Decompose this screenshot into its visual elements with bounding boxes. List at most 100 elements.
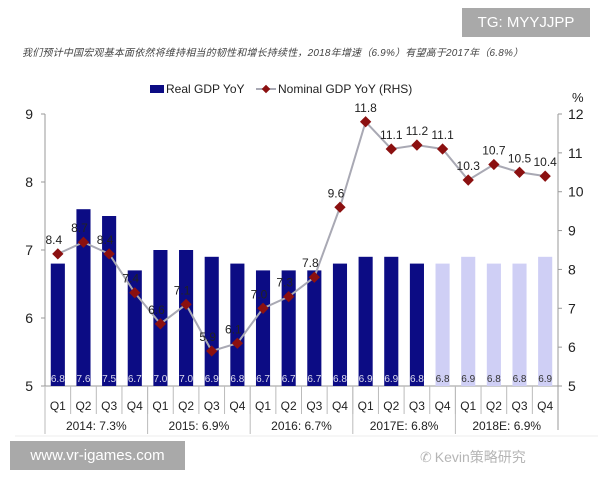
left-tick-label: 5 (25, 378, 33, 394)
bar-value-label: 7.6 (77, 374, 91, 385)
bar (435, 263, 450, 386)
bar-value-label: 6.8 (513, 374, 527, 385)
nominal-gdp-label: 7.3 (276, 276, 293, 290)
bar-value-label: 6.8 (51, 374, 65, 385)
quarter-label: Q2 (486, 399, 502, 413)
bar (307, 270, 322, 386)
bar (358, 256, 373, 386)
quarter-label: Q3 (204, 399, 220, 413)
legend-marker-swatch (261, 84, 271, 94)
nominal-gdp-label: 7.1 (174, 283, 191, 297)
year-group-label: 2014: 7.3% (66, 419, 127, 433)
left-tick-label: 8 (25, 174, 33, 190)
nominal-gdp-marker (334, 201, 346, 213)
bar-value-label: 6.8 (333, 374, 347, 385)
quarter-label: Q4 (332, 399, 348, 413)
quarter-label: Q1 (152, 399, 168, 413)
nominal-gdp-label: 11.1 (380, 128, 403, 142)
year-group-label: 2016: 6.7% (271, 419, 332, 433)
right-tick-label: 12 (568, 106, 584, 122)
left-tick-label: 9 (25, 106, 33, 122)
quarter-label: Q1 (358, 399, 374, 413)
bar-value-label: 6.8 (487, 374, 501, 385)
nominal-gdp-label: 6.6 (148, 303, 165, 317)
nominal-gdp-label: 11.8 (354, 101, 377, 115)
quarter-label: Q1 (50, 399, 66, 413)
right-tick-label: 5 (568, 378, 576, 394)
legend-real-gdp: Real GDP YoY (166, 82, 245, 96)
bar-value-label: 6.9 (538, 374, 552, 385)
quarter-label: Q4 (537, 399, 553, 413)
nominal-gdp-marker (206, 345, 218, 357)
bar (538, 256, 553, 386)
bar (153, 250, 168, 386)
right-tick-label: 11 (568, 145, 583, 161)
quarter-label: Q1 (255, 399, 271, 413)
bar-value-label: 6.9 (384, 374, 398, 385)
wechat-watermark-text: Kevin策略研究 (434, 449, 526, 465)
legend-nominal-gdp: Nominal GDP YoY (RHS) (278, 82, 412, 96)
right-axis-unit: % (572, 90, 584, 105)
nominal-gdp-label: 10.5 (508, 151, 532, 165)
nominal-gdp-marker (308, 271, 320, 283)
nominal-gdp-marker (513, 166, 526, 178)
nominal-gdp-label: 9.6 (328, 186, 345, 200)
bar (76, 209, 91, 386)
nominal-gdp-marker (52, 248, 64, 260)
nominal-gdp-label: 5.9 (199, 330, 216, 344)
quarter-label: Q2 (75, 399, 91, 413)
right-tick-label: 6 (568, 339, 576, 355)
nominal-gdp-label: 7.0 (251, 287, 268, 301)
nominal-gdp-label: 6.1 (225, 322, 242, 336)
bar (204, 256, 219, 386)
bar-value-label: 6.8 (410, 374, 424, 385)
gdp-chart: 5 6 7 8 9 5 6 7 8 9 10 11 12% 6.8 7.6 7.5 6.7 7.0 7.0 6.9 6.… (15, 82, 598, 437)
bar (486, 263, 501, 386)
nominal-gdp-label: 11.1 (431, 128, 454, 142)
bar (50, 263, 65, 386)
nominal-gdp-label: 8.7 (71, 221, 88, 235)
nominal-gdp-marker (539, 170, 551, 182)
wechat-icon: ✆ (420, 448, 432, 465)
bar (230, 263, 245, 386)
nominal-gdp-label: 11.2 (406, 124, 429, 138)
bar-value-label: 6.7 (128, 374, 142, 385)
right-tick-label: 7 (568, 300, 576, 316)
bar-value-label: 7.0 (179, 374, 193, 385)
nominal-gdp-marker (411, 139, 423, 151)
bar (384, 256, 399, 386)
quarter-label: Q2 (178, 399, 194, 413)
nominal-gdp-marker (488, 158, 500, 171)
nominal-gdp-marker (257, 302, 269, 314)
quarter-label: Q2 (383, 399, 399, 413)
nominal-gdp-label: 8.4 (45, 233, 62, 247)
year-group-label: 2017E: 6.8% (370, 419, 439, 433)
bar-value-label: 6.9 (205, 374, 219, 385)
bar-value-label: 6.7 (282, 374, 296, 385)
nominal-gdp-label: 7.4 (122, 272, 139, 286)
nominal-gdp-label: 7.8 (302, 256, 319, 270)
bar-value-label: 6.9 (359, 374, 373, 385)
right-tick-label: 10 (568, 184, 584, 200)
bar (461, 256, 476, 386)
left-tick-label: 6 (25, 310, 33, 326)
quarter-label: Q4 (127, 399, 143, 413)
bar (127, 270, 142, 386)
nominal-gdp-label: 8.4 (97, 233, 114, 247)
nominal-gdp-marker (385, 143, 397, 155)
legend-bar-swatch (150, 85, 164, 93)
bar-value-label: 7.0 (153, 374, 167, 385)
bar (512, 263, 527, 386)
nominal-gdp-marker (129, 287, 141, 299)
nominal-gdp-label: 10.7 (482, 144, 506, 158)
right-tick-label: 9 (568, 223, 576, 239)
watermark-top: TG: MYYJJPP (462, 8, 590, 37)
bar-value-label: 6.7 (307, 374, 321, 385)
bar (409, 263, 424, 386)
bar-value-label: 6.8 (436, 374, 450, 385)
nominal-gdp-marker (231, 337, 244, 349)
quarter-label: Q1 (460, 399, 476, 413)
nominal-gdp-marker (359, 116, 372, 128)
quarter-label: Q4 (435, 399, 451, 413)
bar-value-label: 6.8 (230, 374, 244, 385)
